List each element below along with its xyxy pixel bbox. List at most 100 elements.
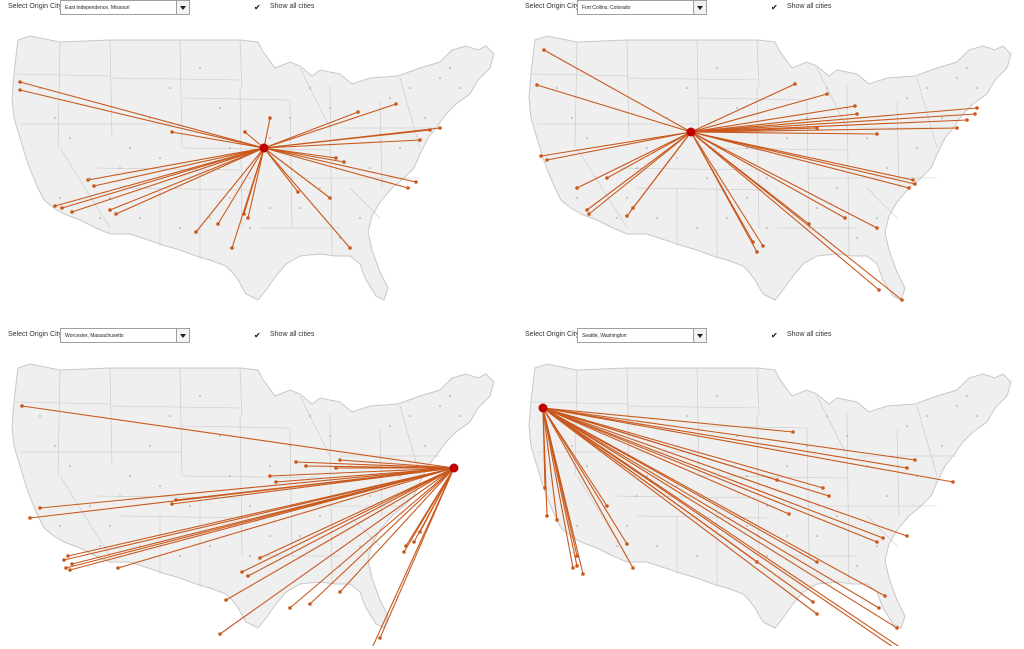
destination-dot[interactable] (406, 186, 410, 190)
destination-dot[interactable] (761, 244, 765, 248)
destination-dot[interactable] (108, 208, 112, 212)
destination-dot[interactable] (905, 466, 909, 470)
destination-dot[interactable] (216, 222, 220, 226)
destination-dot[interactable] (243, 130, 247, 134)
destination-dot[interactable] (911, 178, 915, 182)
destination-dot[interactable] (38, 506, 42, 510)
destination-dot[interactable] (913, 458, 917, 462)
destination-dot[interactable] (258, 556, 262, 560)
destination-dot[interactable] (631, 206, 635, 210)
destination-dot[interactable] (218, 632, 222, 636)
destination-dot[interactable] (20, 404, 24, 408)
destination-dot[interactable] (170, 130, 174, 134)
origin-marker[interactable] (686, 127, 696, 137)
destination-dot[interactable] (404, 544, 408, 548)
destination-dot[interactable] (605, 176, 609, 180)
destination-dot[interactable] (575, 554, 579, 558)
destination-dot[interactable] (875, 226, 879, 230)
origin-city-dropdown[interactable]: Worcester, Massachusetts (60, 328, 190, 343)
destination-dot[interactable] (905, 534, 909, 538)
destination-dot[interactable] (883, 594, 887, 598)
destination-dot[interactable] (53, 204, 57, 208)
destination-dot[interactable] (877, 288, 881, 292)
destination-dot[interactable] (907, 186, 911, 190)
destination-dot[interactable] (955, 126, 959, 130)
destination-dot[interactable] (66, 554, 70, 558)
destination-dot[interactable] (86, 178, 90, 182)
destination-dot[interactable] (793, 82, 797, 86)
destination-dot[interactable] (575, 186, 579, 190)
destination-dot[interactable] (18, 80, 22, 84)
destination-dot[interactable] (625, 542, 629, 546)
destination-dot[interactable] (855, 112, 859, 116)
destination-dot[interactable] (535, 83, 539, 87)
destination-dot[interactable] (605, 504, 609, 508)
destination-dot[interactable] (545, 514, 549, 518)
destination-dot[interactable] (545, 158, 549, 162)
destination-dot[interactable] (625, 214, 629, 218)
destination-dot[interactable] (965, 118, 969, 122)
destination-dot[interactable] (246, 216, 250, 220)
destination-dot[interactable] (230, 246, 234, 250)
destination-dot[interactable] (821, 486, 825, 490)
destination-dot[interactable] (274, 480, 278, 484)
destination-dot[interactable] (18, 88, 22, 92)
destination-dot[interactable] (881, 536, 885, 540)
destination-dot[interactable] (240, 570, 244, 574)
dropdown-button[interactable] (176, 329, 189, 342)
destination-dot[interactable] (877, 606, 881, 610)
destination-dot[interactable] (92, 184, 96, 188)
destination-dot[interactable] (815, 126, 819, 130)
dropdown-button[interactable] (176, 1, 189, 14)
destination-dot[interactable] (895, 626, 899, 630)
destination-dot[interactable] (70, 562, 74, 566)
destination-dot[interactable] (973, 112, 977, 116)
destination-dot[interactable] (587, 212, 591, 216)
destination-dot[interactable] (900, 298, 904, 302)
destination-dot[interactable] (304, 464, 308, 468)
destination-dot[interactable] (194, 230, 198, 234)
destination-dot[interactable] (288, 606, 292, 610)
destination-dot[interactable] (775, 478, 779, 482)
destination-dot[interactable] (631, 566, 635, 570)
destination-dot[interactable] (853, 104, 857, 108)
destination-dot[interactable] (62, 558, 66, 562)
destination-dot[interactable] (555, 518, 559, 522)
destination-dot[interactable] (414, 180, 418, 184)
destination-dot[interactable] (571, 566, 575, 570)
destination-dot[interactable] (951, 480, 955, 484)
destination-dot[interactable] (296, 190, 300, 194)
destination-dot[interactable] (246, 574, 250, 578)
destination-dot[interactable] (348, 246, 352, 250)
origin-marker[interactable] (538, 403, 548, 413)
origin-marker[interactable] (449, 463, 459, 473)
dropdown-button[interactable] (693, 329, 706, 342)
destination-dot[interactable] (585, 208, 589, 212)
check-icon[interactable]: ✔ (771, 3, 778, 12)
check-icon[interactable]: ✔ (254, 331, 261, 340)
destination-dot[interactable] (811, 600, 815, 604)
destination-dot[interactable] (843, 216, 847, 220)
check-icon[interactable]: ✔ (254, 3, 261, 12)
destination-dot[interactable] (827, 494, 831, 498)
destination-dot[interactable] (402, 550, 406, 554)
destination-dot[interactable] (70, 210, 74, 214)
destination-dot[interactable] (755, 250, 759, 254)
destination-dot[interactable] (328, 196, 332, 200)
destination-dot[interactable] (378, 636, 382, 640)
destination-dot[interactable] (438, 126, 442, 130)
destination-dot[interactable] (224, 598, 228, 602)
destination-dot[interactable] (268, 474, 272, 478)
destination-dot[interactable] (294, 460, 298, 464)
destination-dot[interactable] (342, 160, 346, 164)
origin-city-dropdown[interactable]: Seattle, Washington (577, 328, 707, 343)
destination-dot[interactable] (875, 540, 879, 544)
destination-dot[interactable] (975, 106, 979, 110)
destination-dot[interactable] (116, 566, 120, 570)
destination-dot[interactable] (338, 458, 342, 462)
destination-dot[interactable] (542, 48, 546, 52)
destination-dot[interactable] (815, 560, 819, 564)
destination-dot[interactable] (60, 206, 64, 210)
destination-dot[interactable] (170, 502, 174, 506)
dropdown-button[interactable] (693, 1, 706, 14)
